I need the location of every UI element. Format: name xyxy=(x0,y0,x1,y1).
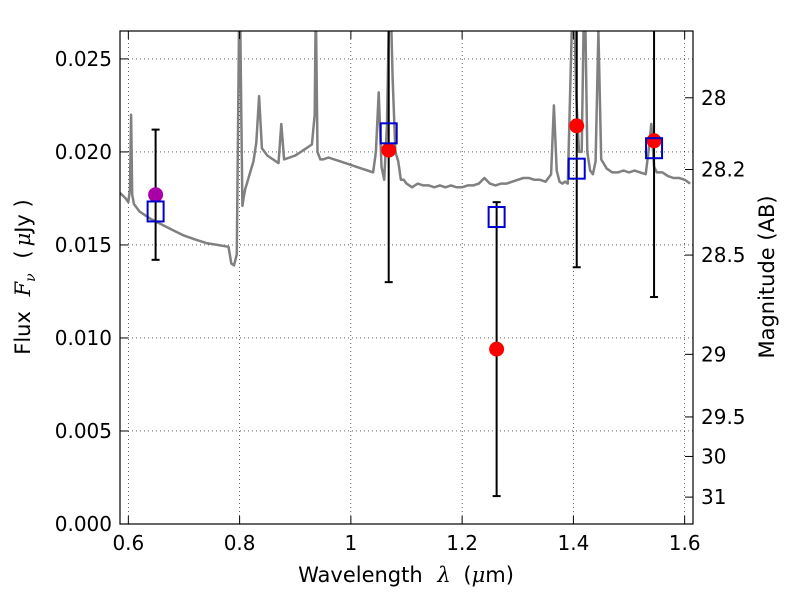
x-tick-label: 1 xyxy=(345,531,358,555)
plot-area xyxy=(120,31,691,498)
plot-frame xyxy=(119,30,694,525)
y2-tick-label: 28.5 xyxy=(701,243,746,267)
observed-point xyxy=(489,341,505,357)
model-photometry-square xyxy=(567,157,586,180)
y-tick-label: 0.010 xyxy=(55,326,112,350)
observed-point xyxy=(148,187,164,203)
y-axis-unit-open: ( xyxy=(11,250,35,258)
x-tick-label: 1.6 xyxy=(669,531,701,555)
y2-tick-label: 31 xyxy=(701,485,726,509)
x-axis-title: Wavelength λ (μm) xyxy=(298,563,514,587)
y2-tick-label: 30 xyxy=(701,444,726,468)
x-tick-label: 1.4 xyxy=(557,531,589,555)
x-tick-label: 0.8 xyxy=(224,531,256,555)
y-axis-flux-symbol: F xyxy=(11,280,35,297)
model-photometry-square xyxy=(487,206,506,229)
x-tick-label: 1.2 xyxy=(446,531,478,555)
y2-tick-label: 28.2 xyxy=(701,157,746,181)
model-sed-line xyxy=(120,31,691,267)
y2-axis-title: Magnitude (AB) xyxy=(755,195,779,358)
x-axis-unit-open: ( xyxy=(463,563,471,587)
observed-point xyxy=(381,142,397,158)
observed-point xyxy=(569,118,585,134)
y-tick-label: 0.015 xyxy=(55,233,112,257)
y-tick-label: 0.000 xyxy=(55,512,112,536)
observed-point xyxy=(646,133,662,149)
y-axis-flux-sub: ν xyxy=(23,273,39,282)
y2-tick-label: 29 xyxy=(701,342,726,366)
y-axis-title: Flux Fν ( μJy ) xyxy=(11,199,40,354)
grid xyxy=(120,31,693,525)
y2-tick-label: 29.5 xyxy=(701,405,746,429)
model-photometry-square xyxy=(645,137,664,160)
x-tick-label: 0.6 xyxy=(112,531,144,555)
x-axis-lambda: λ xyxy=(436,563,450,587)
y-axis-unit-close: Jy ) xyxy=(11,199,35,235)
model-photometry-square xyxy=(379,122,398,145)
y-tick-label: 0.020 xyxy=(55,140,112,164)
y-tick-label: 0.005 xyxy=(55,419,112,443)
y-axis-unit-mu: μ xyxy=(11,233,35,247)
x-axis-unit-mu: μ xyxy=(472,563,486,587)
x-axis-unit-close: m) xyxy=(485,563,514,587)
x-axis-title-text: Wavelength xyxy=(298,563,423,587)
y-axis-title-text: Flux xyxy=(11,311,35,355)
y-tick-label: 0.025 xyxy=(55,47,112,71)
axis-ticks xyxy=(120,31,693,525)
model-photometry-square xyxy=(146,200,165,223)
y2-tick-label: 28 xyxy=(701,86,726,110)
